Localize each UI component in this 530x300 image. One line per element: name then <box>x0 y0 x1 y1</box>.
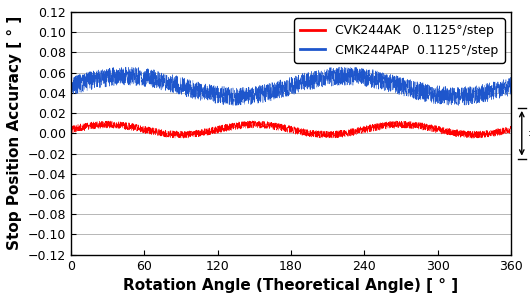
Y-axis label: Stop Position Accuracy [ ° ]: Stop Position Accuracy [ ° ] <box>7 16 22 250</box>
Text: ±0.025°: ±0.025° <box>528 128 530 138</box>
Legend: CVK244AK   0.1125°/step, CMK244PAP  0.1125°/step: CVK244AK 0.1125°/step, CMK244PAP 0.1125°… <box>294 18 505 63</box>
X-axis label: Rotation Angle (Theoretical Angle) [ ° ]: Rotation Angle (Theoretical Angle) [ ° ] <box>123 278 458 293</box>
